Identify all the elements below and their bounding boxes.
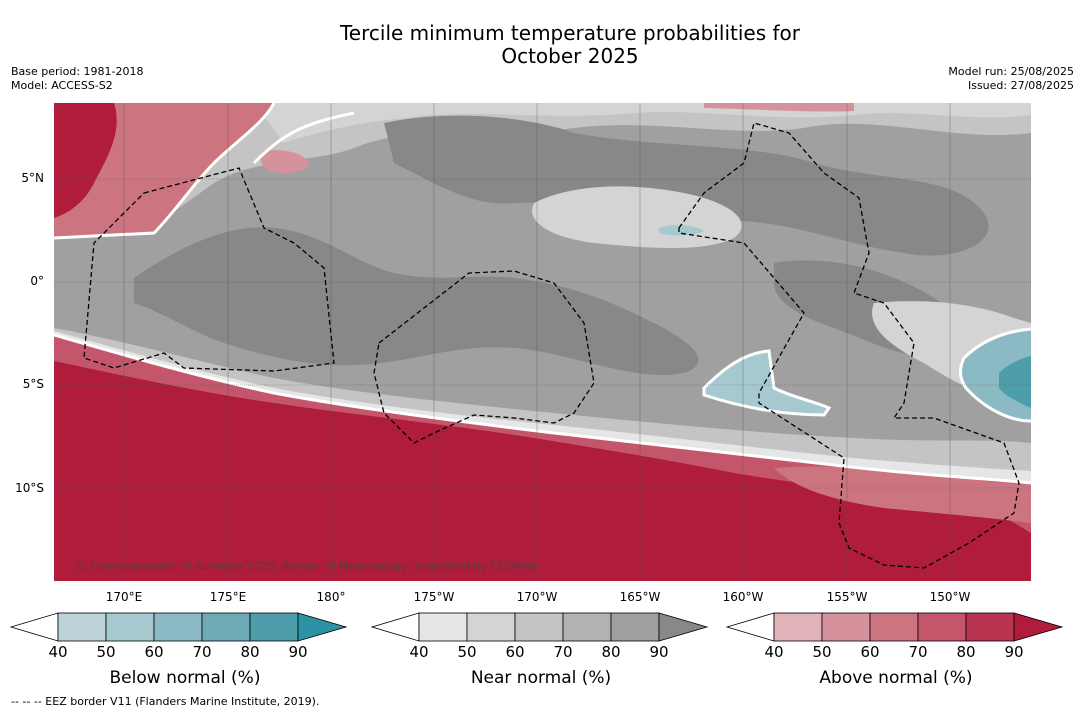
above-normal-south-core <box>54 361 1031 581</box>
colorbar-above-tick: 60 <box>860 643 880 661</box>
colorbar-near-segment <box>514 612 564 642</box>
colorbar-near-segment <box>466 612 516 642</box>
colorbar-above-tick: 50 <box>812 643 832 661</box>
copyright-text: © Commonwealth of Australia 2025, Bureau… <box>76 560 539 573</box>
colorbar-title-above: Above normal (%) <box>819 668 973 688</box>
meridians <box>123 103 951 581</box>
colorbar-near-low-extension <box>371 612 420 642</box>
issued-date: Issued: 27/08/2025 <box>967 79 1074 92</box>
colorbar-below-segment <box>57 612 107 642</box>
colorbar-near-tick: 60 <box>505 643 525 661</box>
colorbar-below-tick: 70 <box>192 643 212 661</box>
colorbar-near-tick: 70 <box>553 643 573 661</box>
colorbar-below-segment <box>249 612 299 642</box>
lon-label-170e: 170°E <box>105 590 143 604</box>
model-name: Model: ACCESS-S2 <box>11 79 113 92</box>
colorbar-above-high-extension <box>1013 612 1064 642</box>
lon-label-160w: 160°W <box>722 590 764 604</box>
above-normal-northwest-core <box>54 103 117 218</box>
above-normal-top-patch <box>704 103 854 112</box>
near-normal-core-north <box>384 115 989 256</box>
colorbar-above-tick: 80 <box>956 643 976 661</box>
colorbar-below-segment <box>105 612 155 642</box>
contour-line-north-top <box>252 111 355 165</box>
meta-left: Base period: 1981-2018 Model: ACCESS-S2 <box>11 65 143 93</box>
colorbar-below-segment <box>153 612 203 642</box>
lon-label-170w: 170°W <box>516 590 558 604</box>
colorbar-below-segment <box>201 612 251 642</box>
colorbar-above-tick: 70 <box>908 643 928 661</box>
colorbar-title-below: Below normal (%) <box>109 668 261 688</box>
colorbar-above-segment <box>917 612 967 642</box>
lon-label-175w: 175°W <box>413 590 455 604</box>
contour-line-north <box>54 103 276 240</box>
lat-label-0: 0° <box>30 274 44 288</box>
colorbar-below-tick: 40 <box>48 643 68 661</box>
lon-label-165w: 165°W <box>619 590 661 604</box>
below-normal-small-patch <box>659 225 704 236</box>
below-normal-central-patch <box>704 351 829 415</box>
colorbar-above-segment <box>965 612 1015 642</box>
colorbar-above-normal <box>726 612 1064 642</box>
colorbar-above-segment <box>821 612 871 642</box>
title-line-1: Tercile minimum temperature probabilitie… <box>339 21 801 45</box>
lat-label-5s: 5°S <box>22 377 44 391</box>
title-line-2: October 2025 <box>501 44 639 68</box>
lon-label-155w: 155°W <box>826 590 868 604</box>
colorbar-above-segment <box>773 612 823 642</box>
model-run: Model run: 25/08/2025 <box>948 65 1074 78</box>
colorbar-near-tick: 50 <box>457 643 477 661</box>
lat-label-5n: 5°N <box>21 171 44 185</box>
near-normal-band-north-lighter <box>254 103 1031 143</box>
eez-footnote: -- -- -- EEZ border V11 (Flanders Marine… <box>11 695 320 708</box>
colorbar-below-tick: 90 <box>288 643 308 661</box>
colorbar-below-tick: 80 <box>240 643 260 661</box>
contour-line-central-blue <box>702 349 832 417</box>
probability-map: © Commonwealth of Australia 2025, Bureau… <box>54 103 1031 581</box>
colorbar-near-tick: 40 <box>409 643 429 661</box>
lon-label-175e: 175°E <box>209 590 247 604</box>
lon-label-180: 180° <box>316 590 346 604</box>
colorbar-title-near: Near normal (%) <box>470 668 612 688</box>
colorbar-near-segment <box>610 612 660 642</box>
colorbar-near-tick: 90 <box>649 643 669 661</box>
colorbar-below-tick: 50 <box>96 643 116 661</box>
colorbar-below-normal <box>10 612 348 642</box>
contour-line-east <box>959 327 1031 423</box>
colorbar-near-segment <box>418 612 468 642</box>
near-normal-core-central <box>134 227 699 376</box>
near-normal-band-north-light <box>114 103 1031 233</box>
above-normal-south-lobe <box>774 466 1031 523</box>
colorbar-near-high-extension <box>658 612 709 642</box>
colorbar-above-tick: 90 <box>1004 643 1024 661</box>
meta-right: Model run: 25/08/2025 Issued: 27/08/2025 <box>948 65 1074 93</box>
lat-label-10s: 10°S <box>15 481 44 495</box>
eez-borders <box>83 122 1020 569</box>
colorbar-above-segment <box>869 612 919 642</box>
colorbar-below-high-extension <box>297 612 348 642</box>
colorbar-near-tick: 80 <box>601 643 621 661</box>
colorbar-below-tick: 60 <box>144 643 164 661</box>
below-normal-east-core <box>999 356 1031 408</box>
colorbar-above-low-extension <box>726 612 775 642</box>
chart-title: Tercile minimum temperature probabilitie… <box>0 22 1085 68</box>
colorbar-below-low-extension <box>10 612 59 642</box>
gridlines <box>54 178 1031 489</box>
colorbar-near-normal <box>371 612 709 642</box>
colorbar-above-tick: 40 <box>764 643 784 661</box>
lon-label-150w: 150°W <box>929 590 971 604</box>
above-normal-north-patch <box>260 150 309 173</box>
base-period: Base period: 1981-2018 <box>11 65 144 78</box>
colorbar-near-segment <box>562 612 612 642</box>
contour-line-south <box>54 333 1031 485</box>
